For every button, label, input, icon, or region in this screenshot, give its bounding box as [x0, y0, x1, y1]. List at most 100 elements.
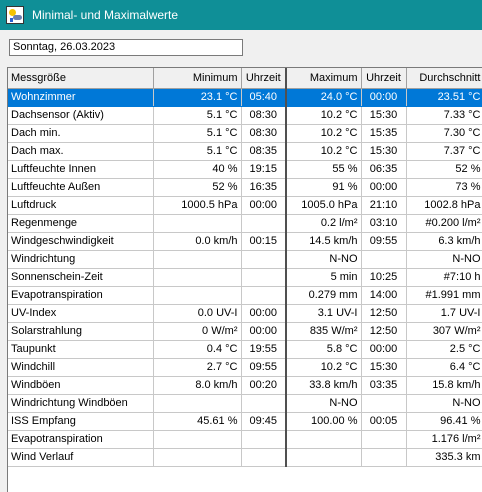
window-title: Minimal- und Maximalwerte — [32, 8, 179, 22]
cell-uhrzeit-min: 19:15 — [241, 160, 287, 179]
cell-uhrzeit-max — [361, 250, 407, 269]
table-row[interactable]: Windrichtung Windböen N-NO N-NO — [8, 394, 482, 413]
cell-minimum — [153, 430, 242, 449]
cell-minimum: 0.0 UV-I — [153, 304, 242, 323]
table-row[interactable]: Windgeschwindigkeit 0.0 km/h 00:15 14.5 km/… — [8, 232, 482, 251]
cell-uhrzeit-max: 15:30 — [361, 106, 407, 125]
cell-uhrzeit-min: 05:40 — [241, 88, 287, 107]
cell-uhrzeit-min: 08:30 — [241, 124, 287, 143]
cell-uhrzeit-max: 09:55 — [361, 232, 407, 251]
cell-maximum: N-NO — [286, 250, 362, 269]
table-row[interactable]: ISS Empfang 45.61 % 09:45 100.00 % 00:05 96.4… — [8, 412, 482, 431]
cell-minimum: 5.1 °C — [153, 124, 242, 143]
cell-uhrzeit-min: 00:20 — [241, 376, 287, 395]
date-field[interactable]: Sonntag, 26.03.2023 — [9, 39, 243, 56]
cell-uhrzeit-min: 00:00 — [241, 196, 287, 215]
cell-maximum: 10.2 °C — [286, 142, 362, 161]
header-maximum[interactable]: Maximum — [286, 68, 362, 89]
table-row[interactable]: Luftdruck 1000.5 hPa 00:00 1005.0 hPa 21:10 1… — [8, 196, 482, 215]
cell-durchschnitt: 7.33 °C — [406, 106, 482, 125]
table-row[interactable]: Sonnenschein-Zeit 5 min 10:25 #7:10 h — [8, 268, 482, 287]
header-messgroesse[interactable]: Messgröße — [8, 68, 154, 89]
values-grid[interactable]: Messgröße Minimum Uhrzeit Maximum Uhrzei… — [7, 67, 482, 492]
cell-messgroesse: Dach max. — [8, 142, 154, 161]
cell-uhrzeit-max: 21:10 — [361, 196, 407, 215]
cell-durchschnitt: 1.7 UV-I — [406, 304, 482, 323]
table-row[interactable]: Luftfeuchte Außen 52 % 16:35 91 % 00:00 73 % — [8, 178, 482, 197]
cell-maximum: 0.2 l/m² — [286, 214, 362, 233]
table-row[interactable]: Windchill 2.7 °C 09:55 10.2 °C 15:30 6.4 °C — [8, 358, 482, 377]
cell-uhrzeit-min: 09:45 — [241, 412, 287, 431]
cell-maximum: 14.5 km/h — [286, 232, 362, 251]
table-row[interactable]: Dachsensor (Aktiv) 5.1 °C 08:30 10.2 °C 15:3… — [8, 106, 482, 125]
cell-minimum: 0 W/m² — [153, 322, 242, 341]
cell-messgroesse: ISS Empfang — [8, 412, 154, 431]
header-row: Messgröße Minimum Uhrzeit Maximum Uhrzei… — [8, 68, 482, 89]
cell-uhrzeit-max: 12:50 — [361, 322, 407, 341]
cell-maximum — [286, 430, 362, 449]
table-row[interactable]: Evapotranspiration 1.176 l/m² — [8, 430, 482, 449]
cell-messgroesse: Solarstrahlung — [8, 322, 154, 341]
cell-minimum — [153, 286, 242, 305]
table-row[interactable]: Dach min. 5.1 °C 08:30 10.2 °C 15:35 7.30 °C — [8, 124, 482, 143]
table-row[interactable]: Wohnzimmer 23.1 °C 05:40 24.0 °C 00:00 23.51 … — [8, 88, 482, 107]
cell-messgroesse: Evapotranspiration — [8, 286, 154, 305]
table-row[interactable]: Dach max. 5.1 °C 08:35 10.2 °C 15:30 7.37 °C — [8, 142, 482, 161]
cell-messgroesse: Wohnzimmer — [8, 88, 154, 107]
cell-uhrzeit-min — [241, 214, 287, 233]
header-minimum[interactable]: Minimum — [153, 68, 242, 89]
cell-maximum: 1005.0 hPa — [286, 196, 362, 215]
cell-durchschnitt: 96.41 % — [406, 412, 482, 431]
cell-messgroesse: Windgeschwindigkeit — [8, 232, 154, 251]
table-row[interactable]: Windböen 8.0 km/h 00:20 33.8 km/h 03:35 15.8 … — [8, 376, 482, 395]
title-bar[interactable]: Minimal- und Maximalwerte — [0, 0, 482, 30]
cell-uhrzeit-min: 00:00 — [241, 322, 287, 341]
cell-minimum: 40 % — [153, 160, 242, 179]
table-row[interactable]: Regenmenge 0.2 l/m² 03:10 #0.200 l/m² — [8, 214, 482, 233]
cell-durchschnitt: 6.3 km/h — [406, 232, 482, 251]
table-row[interactable]: Luftfeuchte Innen 40 % 19:15 55 % 06:35 52 % — [8, 160, 482, 179]
cell-minimum — [153, 268, 242, 287]
cell-durchschnitt: 1002.8 hPa — [406, 196, 482, 215]
cell-uhrzeit-max — [361, 448, 407, 467]
cell-uhrzeit-min: 08:30 — [241, 106, 287, 125]
cell-durchschnitt: 23.51 °C — [406, 88, 482, 107]
cell-uhrzeit-max: 10:25 — [361, 268, 407, 287]
cell-durchschnitt: 6.4 °C — [406, 358, 482, 377]
cell-durchschnitt: 1.176 l/m² — [406, 430, 482, 449]
cell-durchschnitt: #7:10 h — [406, 268, 482, 287]
cell-uhrzeit-min: 08:35 — [241, 142, 287, 161]
cell-durchschnitt: 2.5 °C — [406, 340, 482, 359]
cell-uhrzeit-max — [361, 430, 407, 449]
table-row[interactable]: Wind Verlauf 335.3 km — [8, 448, 482, 467]
cell-uhrzeit-min — [241, 394, 287, 413]
cell-messgroesse: Windrichtung Windböen — [8, 394, 154, 413]
cell-messgroesse: Evapotranspiration — [8, 430, 154, 449]
table-row[interactable]: Windrichtung N-NO N-NO — [8, 250, 482, 269]
cell-uhrzeit-max: 00:00 — [361, 178, 407, 197]
header-uhrzeit-max[interactable]: Uhrzeit — [361, 68, 407, 89]
header-durchschnitt[interactable]: Durchschnitt — [406, 68, 482, 89]
cell-uhrzeit-min: 00:00 — [241, 304, 287, 323]
cell-minimum — [153, 394, 242, 413]
table-row[interactable]: UV-Index 0.0 UV-I 00:00 3.1 UV-I 12:50 1.7 UV… — [8, 304, 482, 323]
cell-maximum: 5 min — [286, 268, 362, 287]
header-uhrzeit-min[interactable]: Uhrzeit — [241, 68, 287, 89]
cell-maximum: 100.00 % — [286, 412, 362, 431]
table-row[interactable]: Solarstrahlung 0 W/m² 00:00 835 W/m² 12:50 30… — [8, 322, 482, 341]
cell-maximum — [286, 448, 362, 467]
cell-uhrzeit-max: 12:50 — [361, 304, 407, 323]
cell-durchschnitt: 15.8 km/h — [406, 376, 482, 395]
table-row[interactable]: Evapotranspiration 0.279 mm 14:00 #1.991 mm — [8, 286, 482, 305]
cell-messgroesse: Regenmenge — [8, 214, 154, 233]
cell-uhrzeit-min — [241, 448, 287, 467]
table-row[interactable]: Taupunkt 0.4 °C 19:55 5.8 °C 00:00 2.5 °C — [8, 340, 482, 359]
cell-minimum — [153, 250, 242, 269]
cell-minimum: 1000.5 hPa — [153, 196, 242, 215]
cell-durchschnitt: 307 W/m² — [406, 322, 482, 341]
cell-maximum: 33.8 km/h — [286, 376, 362, 395]
cell-durchschnitt: #0.200 l/m² — [406, 214, 482, 233]
values-table: Messgröße Minimum Uhrzeit Maximum Uhrzei… — [8, 68, 482, 467]
cell-messgroesse: Taupunkt — [8, 340, 154, 359]
cell-uhrzeit-max — [361, 394, 407, 413]
